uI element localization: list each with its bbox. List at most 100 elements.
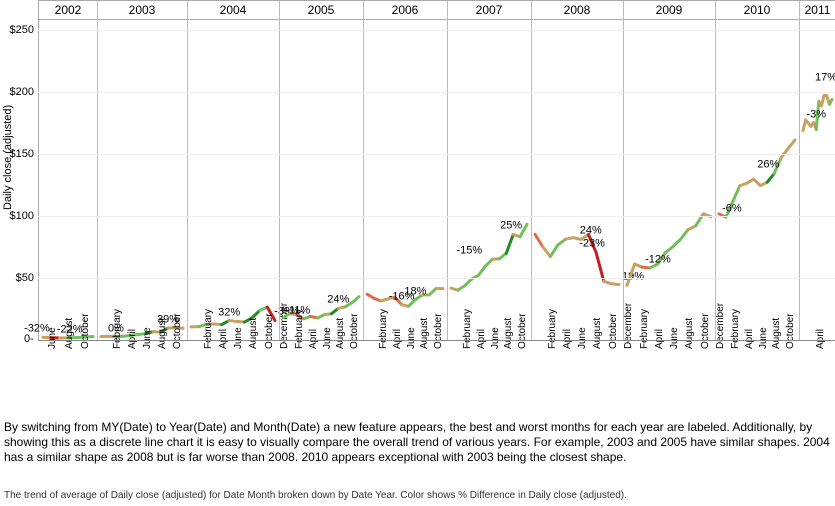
x-tick-label: August (684, 318, 695, 349)
x-tick-label: February (547, 309, 558, 349)
year-panel: 2007-15%25%FebruaryAprilJuneAugustOctobe… (447, 1, 531, 341)
x-tick-label: June (142, 327, 153, 349)
x-axis-labels: FebruaryAprilJuneAugustOctober (447, 341, 531, 411)
y-tick-label: $250 (0, 24, 38, 36)
line-series (447, 1, 531, 341)
x-tick-label: June (669, 327, 680, 349)
x-axis-labels: JuneAugustOctober (39, 341, 97, 411)
x-axis-labels: FebruaryAprilJuneAugustOctober (715, 341, 799, 411)
gridline (38, 92, 835, 93)
year-panel: 2005-11%24%FebruaryAprilJuneAugustOctobe… (279, 1, 363, 341)
plot-area: 2002-32%-22%JuneAugustOctober20030%39%Fe… (38, 0, 835, 341)
series-callout: -6% (722, 203, 742, 215)
x-tick-label: June (322, 327, 333, 349)
series-callout: -12% (645, 254, 671, 266)
gridline (38, 278, 835, 279)
x-tick-label: February (294, 309, 305, 349)
x-tick-label: February (730, 309, 741, 349)
y-tick-label: $150 (0, 148, 38, 160)
series-callout: 32% (218, 306, 240, 318)
year-separator (187, 1, 188, 341)
line-series (623, 1, 715, 341)
x-axis-labels: FebruaryAprilJuneAugustOctoberDecember (531, 341, 623, 411)
x-tick-label: April (308, 329, 319, 349)
year-separator (623, 1, 624, 341)
line-series (187, 1, 279, 341)
x-axis-labels: FebruaryAprilJuneAugustOctober (279, 341, 363, 411)
year-panel: 2010-6%26%FebruaryAprilJuneAugustOctober (715, 1, 799, 341)
x-tick-label: April (815, 329, 826, 349)
x-tick-label: February (462, 309, 473, 349)
gridline (38, 30, 835, 31)
series-callout: -15% (457, 244, 483, 256)
year-separator (715, 1, 716, 341)
x-tick-label: April (476, 329, 487, 349)
x-axis-labels: FebruaryAprilJuneAugustOctoberDecember (623, 341, 715, 411)
series-callout: 26% (757, 159, 779, 171)
year-panel: 2009-12%FebruaryAprilJuneAugustOctoberDe… (623, 1, 715, 341)
x-tick-label: June (233, 327, 244, 349)
x-tick-label: June (490, 327, 501, 349)
footnote: The trend of average of Daily close (adj… (4, 490, 830, 501)
series-callout: -3% (806, 109, 826, 121)
series-callout: -23% (579, 238, 605, 250)
x-tick-label: October (172, 313, 183, 349)
year-separator (531, 1, 532, 341)
year-separator (363, 1, 364, 341)
x-tick-label: April (654, 329, 665, 349)
x-tick-label: June (406, 327, 417, 349)
series-callout: 18% (404, 285, 426, 297)
x-tick-label: October (517, 313, 528, 349)
x-axis-labels: FebruaryAprilJuneAugustOctoberDecember (187, 341, 279, 411)
x-tick-label: April (218, 329, 229, 349)
line-series (799, 1, 835, 341)
line-series (97, 1, 187, 341)
x-tick-label: February (112, 309, 123, 349)
x-tick-label: June (47, 327, 58, 349)
series-callout: 24% (580, 225, 602, 237)
x-tick-label: October (264, 313, 275, 349)
line-series (531, 1, 623, 341)
x-axis-labels: FebruaryAprilJuneAugustOctober (363, 341, 447, 411)
year-panel: 2002-32%-22%JuneAugustOctober (39, 1, 97, 341)
x-tick-label: October (785, 313, 796, 349)
x-tick-label: February (378, 309, 389, 349)
x-tick-label: April (744, 329, 755, 349)
x-tick-label: August (248, 318, 259, 349)
y-tick-zero: 0- (24, 333, 34, 345)
x-tick-label: August (335, 318, 346, 349)
x-tick-label: August (771, 318, 782, 349)
year-panel: 2006-16%18%FebruaryAprilJuneAugustOctobe… (363, 1, 447, 341)
line-series (279, 1, 363, 341)
year-panel: 200432%-39%FebruaryAprilJuneAugustOctobe… (187, 1, 279, 341)
x-tick-label: October (433, 313, 444, 349)
year-separator (799, 1, 800, 341)
chart-container: Daily close (adjusted) 2002-32%-22%JuneA… (0, 0, 835, 506)
x-tick-label: August (419, 318, 430, 349)
series-callout: 17% (815, 71, 835, 83)
caption: By switching from MY(Date) to Year(Date)… (4, 420, 830, 465)
x-tick-label: April (127, 329, 138, 349)
year-separator (279, 1, 280, 341)
series-callout: 25% (500, 220, 522, 232)
x-tick-label: June (758, 327, 769, 349)
line-series (39, 1, 97, 341)
x-tick-label: April (392, 329, 403, 349)
y-tick-label: $100 (0, 210, 38, 222)
x-tick-label: October (700, 313, 711, 349)
x-tick-label: October (608, 313, 619, 349)
x-axis-labels: April (799, 341, 835, 411)
x-axis-line (38, 340, 835, 341)
year-panel: 200824%-23%19%FebruaryAprilJuneAugustOct… (531, 1, 623, 341)
gridline (38, 154, 835, 155)
x-tick-label: February (203, 309, 214, 349)
x-tick-label: August (64, 318, 75, 349)
x-tick-label: August (503, 318, 514, 349)
y-tick-label: $50 (0, 272, 38, 284)
x-tick-label: August (157, 318, 168, 349)
y-tick-label: $200 (0, 86, 38, 98)
x-tick-label: April (562, 329, 573, 349)
x-tick-label: February (639, 309, 650, 349)
x-tick-label: October (80, 313, 91, 349)
gridline (38, 216, 835, 217)
